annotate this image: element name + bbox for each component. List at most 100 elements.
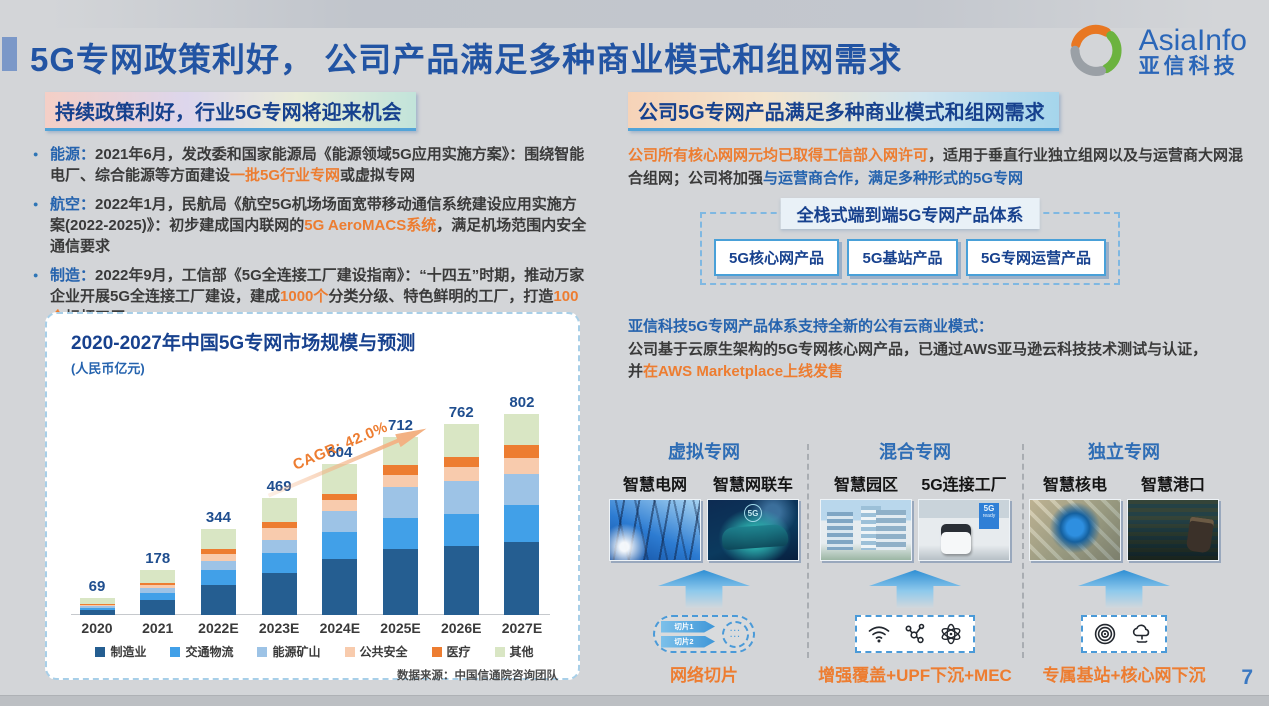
- axis-tick-label: 2026E: [440, 620, 482, 636]
- bullet-label: 制造：: [50, 267, 96, 285]
- legend-item: 公共安全: [344, 643, 408, 660]
- legend-label: 制造业: [110, 645, 147, 659]
- mode-virtual-network: 虚拟专网 智慧电网 智慧网联车 5G: [608, 438, 800, 686]
- bar-segment: [140, 570, 176, 583]
- bullet-highlight: 一批5G行业专网: [230, 166, 341, 184]
- bar-segment: [79, 597, 115, 604]
- product-system-title: 全栈式端到端5G专网产品体系: [780, 198, 1040, 229]
- bar-segment: [200, 584, 236, 615]
- product-box-base-station: 5G基站产品: [847, 239, 958, 276]
- legend-item: 能源矿山: [257, 643, 321, 660]
- bullet-manufacturing: 制造：2022年9月，工信部《5G全连接工厂建设指南》：“十四五”时期，推动万家…: [31, 266, 591, 328]
- smart-nuclear-photo: [1029, 499, 1121, 561]
- mode-title: 独立专网: [1088, 442, 1160, 462]
- page-number: 7: [1241, 666, 1253, 689]
- bar-segment: [79, 610, 115, 615]
- bar-value-label: 762: [448, 404, 474, 422]
- case-connected-car: 智慧网联车 5G: [707, 471, 799, 561]
- right-column: 公司5G专网产品满足多种商业模式和组网需求 公司所有核心网网元均已取得工信部入网…: [600, 92, 1269, 692]
- legend-item: 交通物流: [170, 643, 233, 660]
- chart-title: 2020-2027年中国5G专网市场规模与预测: [71, 333, 416, 354]
- slice-ellipsis-circle: ··· ···: [722, 620, 749, 648]
- mode-hybrid-network: 混合专网 智慧园区 5G连接工厂 5G ready: [814, 438, 1016, 686]
- cloud-highlight: 在AWS Marketplace上线发售: [643, 363, 844, 380]
- policy-bullet-list: 能源：2021年6月，发改委和国家能源局《能源领域5G应用实施方案》：围绕智能电…: [31, 145, 591, 329]
- bar-segment: [261, 572, 297, 615]
- case-label: 智慧港口: [1140, 477, 1205, 494]
- bar-segment: [79, 606, 115, 608]
- legend-swatch: [170, 646, 181, 657]
- axis-tick-label: 2021: [142, 620, 174, 636]
- bar-segment: [443, 457, 479, 467]
- ship-shape: [1185, 516, 1215, 554]
- up-arrow-icon: [869, 570, 961, 608]
- ellipsis-dots: ···: [730, 632, 741, 641]
- bar-stack: [261, 497, 297, 615]
- bar-column: 69 2020: [77, 578, 117, 636]
- legend-label: 其他: [509, 645, 534, 659]
- bar-column: 344 2022E: [198, 508, 238, 636]
- smart-campus-photo: [820, 499, 912, 561]
- factory-5g-sign: 5G ready: [979, 503, 999, 529]
- bar-stack: [383, 436, 419, 615]
- bar-series-container: 69 2020 178 2021 344 2022E 469 2023E 604 2024E 712…: [77, 379, 542, 636]
- bar-segment: [383, 517, 419, 549]
- up-arrow-icon: [658, 570, 750, 608]
- mode-title: 虚拟专网: [668, 442, 740, 462]
- bar-segment: [383, 549, 419, 615]
- slice-1-pill: 切片1: [661, 620, 715, 633]
- legend-item: 制造业: [95, 643, 146, 660]
- bullet-label: 航空：: [50, 196, 96, 214]
- bar-column: 178 2021: [138, 550, 178, 636]
- case-label: 智慧电网: [622, 477, 687, 494]
- legend-swatch: [95, 646, 106, 657]
- bullet-highlight: 1000个: [280, 288, 329, 306]
- cloud-title: 亚信科技5G专网产品体系支持全新的公有云商业模式：: [628, 318, 994, 335]
- bar-segment: [200, 549, 236, 554]
- title-accent-square: [2, 37, 17, 71]
- case-label: 智慧网联车: [712, 477, 793, 494]
- bar-segment: [261, 552, 297, 573]
- bar-value-label: 604: [327, 443, 353, 461]
- product-box-operations: 5G专网运营产品: [965, 239, 1106, 276]
- bar-segment: [504, 444, 540, 458]
- bar-segment: [261, 497, 297, 523]
- bullet-text: ，满足机场范围内安全通信要求: [50, 217, 587, 255]
- legend-label: 交通物流: [185, 645, 234, 659]
- case-smart-campus: 智慧园区: [820, 471, 912, 561]
- bar-segment: [261, 539, 297, 553]
- logo-wordmark: AsiaInfo: [1138, 23, 1247, 57]
- bar-value-label: 344: [205, 508, 231, 526]
- right-section-title: 公司5G专网产品满足多种商业模式和组网需求: [628, 92, 1059, 131]
- left-section-title: 持续政策利好，行业5G专网将迎来机会: [45, 92, 416, 131]
- bar-segment: [140, 599, 176, 615]
- bar-segment: [383, 465, 419, 475]
- bar-column: 802 2027E: [502, 394, 542, 636]
- market-forecast-chart: 2020-2027年中国5G专网市场规模与预测 (人民币亿元) 69 2020 17…: [45, 312, 580, 682]
- bar-segment: [79, 604, 115, 607]
- chart-legend: 制造业 交通物流 能源矿山 公共安全 医疗 其他: [71, 643, 558, 660]
- case-label: 智慧核电: [1042, 477, 1107, 494]
- top-texture-band: [0, 0, 1269, 28]
- bar-stack: [140, 570, 176, 615]
- bar-column: 469 2023E: [259, 478, 299, 636]
- column-divider: [1022, 444, 1024, 658]
- bar-stack: [79, 597, 115, 615]
- photo-5g-badge: 5G: [744, 504, 762, 522]
- bar-segment: [443, 514, 479, 546]
- smart-grid-photo: [609, 499, 701, 561]
- bullet-energy: 能源：2021年6月，发改委和国家能源局《能源领域5G应用实施方案》：围绕智能电…: [31, 145, 591, 186]
- bar-stack: [443, 424, 479, 615]
- axis-tick-label: 2025E: [380, 620, 421, 636]
- asiainfo-logo: AsiaInfo 亚信科技: [1061, 14, 1247, 89]
- wifi-icon: [866, 622, 892, 646]
- bar-segment: [261, 522, 297, 528]
- standalone-capability-icons: [1081, 615, 1167, 653]
- intro-text: ，适用于垂直行业独立组网以及与运营商大网混合组网；公司将加强: [628, 147, 1244, 187]
- bar-segment: [383, 487, 419, 518]
- bar-segment: [140, 587, 176, 593]
- legend-item: 医疗: [431, 643, 471, 660]
- case-5g-factory: 5G连接工厂 5G ready: [918, 471, 1010, 561]
- bar-column: 712 2025E: [380, 417, 421, 636]
- bottom-edge-strip: [0, 695, 1269, 706]
